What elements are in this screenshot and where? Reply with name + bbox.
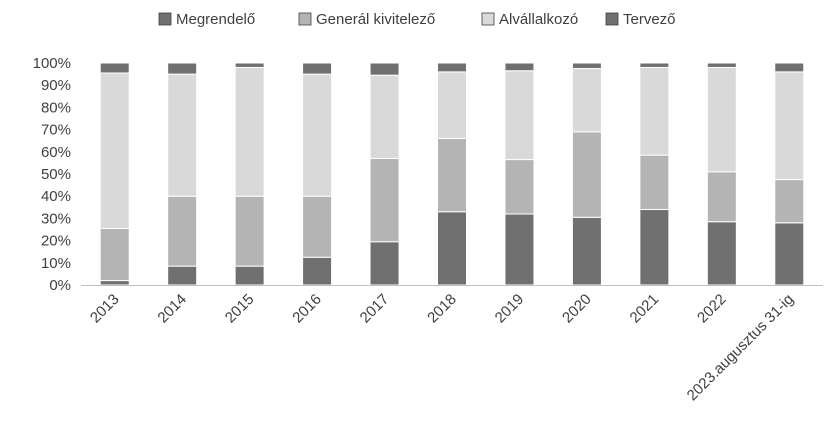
bar-segment-alvallalkozo: [706, 66, 737, 173]
bar-segment-general-kivitelezo: [639, 154, 670, 211]
bar-segment-tervezo: [706, 62, 737, 68]
bar-segment-megrendelo: [774, 222, 805, 286]
bar-segment-megrendelo: [302, 256, 333, 286]
bar-segment-tervezo: [167, 62, 198, 75]
bar-segment-tervezo: [437, 62, 467, 73]
legend-item-alvallalkozo: Alvállalkozó: [481, 11, 578, 28]
legend-swatch: [158, 12, 172, 26]
bar-segment-alvallalkozo: [774, 71, 805, 181]
bar-segment-tervezo: [302, 62, 333, 75]
bar-segment-tervezo: [639, 62, 670, 68]
bar-segment-tervezo: [571, 62, 602, 70]
y-tick-label: 0%: [49, 277, 71, 294]
bar-segment-alvallalkozo: [504, 70, 535, 161]
bar-segment-megrendelo: [639, 209, 670, 286]
legend-swatch: [481, 12, 495, 26]
y-tick-label: 90%: [41, 77, 71, 94]
bar-segment-megrendelo: [167, 265, 198, 286]
bar-stack-2016: [302, 62, 333, 286]
x-tick-label: 2015: [222, 291, 258, 327]
bar-segment-alvallalkozo: [571, 68, 602, 133]
x-tick-label: 2017: [357, 291, 393, 327]
bar-segment-megrendelo: [234, 265, 265, 286]
legend-label: Generál kivitelező: [316, 11, 435, 28]
legend-item-megrendelo: Megrendelő: [158, 11, 255, 28]
bar-segment-tervezo: [234, 62, 265, 68]
bar-segment-megrendelo: [369, 241, 400, 286]
bar-segment-tervezo: [774, 62, 805, 73]
bar-stack-2018: [437, 62, 467, 286]
x-tick-label: 2013: [87, 291, 123, 327]
bar-segment-alvallalkozo: [302, 73, 333, 197]
y-tick-label: 70%: [41, 122, 71, 139]
bars: [99, 62, 805, 286]
x-axis: 2013 2014 2015 2016 2017 2018 2019 2020 2021 2022…: [87, 291, 797, 404]
bar-segment-general-kivitelezo: [369, 157, 400, 243]
legend-label: Tervező: [623, 11, 676, 28]
bar-segment-general-kivitelezo: [706, 171, 737, 223]
bar-segment-general-kivitelezo: [99, 227, 130, 282]
x-tick-label: 2019: [492, 291, 528, 327]
bar-segment-general-kivitelezo: [774, 179, 805, 224]
bar-stack-2014: [167, 62, 198, 286]
bar-stack-2015: [234, 62, 265, 286]
bar-segment-megrendelo: [504, 213, 535, 286]
bar-segment-alvallalkozo: [234, 66, 265, 197]
bar-segment-tervezo: [504, 62, 535, 72]
x-tick-label: 2014: [154, 291, 190, 327]
bar-segment-general-kivitelezo: [234, 195, 265, 267]
bar-segment-alvallalkozo: [437, 71, 467, 139]
y-tick-label: 30%: [41, 210, 71, 227]
bar-stack-2013: [99, 62, 130, 286]
x-tick-label: 2021: [627, 291, 663, 327]
x-tick-label: 2020: [559, 291, 595, 327]
legend-swatch: [605, 12, 619, 26]
legend-item-tervezo: Tervező: [605, 11, 676, 28]
bar-segment-megrendelo: [437, 211, 467, 286]
x-tick-label: 2016: [289, 291, 325, 327]
bar-segment-alvallalkozo: [369, 74, 400, 159]
bar-segment-megrendelo: [571, 216, 602, 286]
y-tick-label: 20%: [41, 233, 71, 250]
bar-segment-general-kivitelezo: [504, 159, 535, 215]
bar-segment-general-kivitelezo: [167, 195, 198, 267]
y-tick-label: 40%: [41, 188, 71, 205]
legend-swatch: [298, 12, 312, 26]
bar-segment-tervezo: [99, 62, 130, 74]
bar-stack-2020: [571, 62, 602, 286]
bar-segment-megrendelo: [706, 221, 737, 286]
bar-stack-2021: [639, 62, 670, 286]
bar-segment-general-kivitelezo: [302, 195, 333, 258]
legend: Megrendelő Generál kivitelező Alvállalkozó…: [158, 11, 676, 28]
x-tick-label: 2018: [424, 291, 460, 327]
legend-label: Megrendelő: [176, 11, 255, 28]
bar-stack-2017: [369, 62, 400, 286]
bar-segment-alvallalkozo: [167, 73, 198, 197]
bar-segment-general-kivitelezo: [437, 137, 467, 213]
y-tick-label: 10%: [41, 255, 71, 272]
y-tick-label: 100%: [33, 55, 71, 72]
bar-stack-2019: [504, 62, 535, 286]
bar-stack-2023-augusztus-31-ig: [774, 62, 805, 286]
legend-item-general-kivitelezo: Generál kivitelező: [298, 11, 435, 28]
y-tick-label: 60%: [41, 144, 71, 161]
x-tick-label: 2022: [694, 291, 730, 327]
bar-segment-general-kivitelezo: [571, 131, 602, 218]
bar-stack-2022: [706, 62, 737, 286]
bar-segment-alvallalkozo: [99, 72, 130, 229]
y-tick-label: 50%: [41, 166, 71, 183]
bar-segment-tervezo: [369, 62, 400, 76]
y-tick-label: 80%: [41, 99, 71, 116]
y-axis: 0% 10% 20% 30% 40% 50% 60% 70% 80% 90% 100%: [33, 55, 71, 294]
bar-segment-megrendelo: [99, 280, 130, 286]
bar-segment-alvallalkozo: [639, 66, 670, 156]
legend-label: Alvállalkozó: [499, 11, 578, 28]
